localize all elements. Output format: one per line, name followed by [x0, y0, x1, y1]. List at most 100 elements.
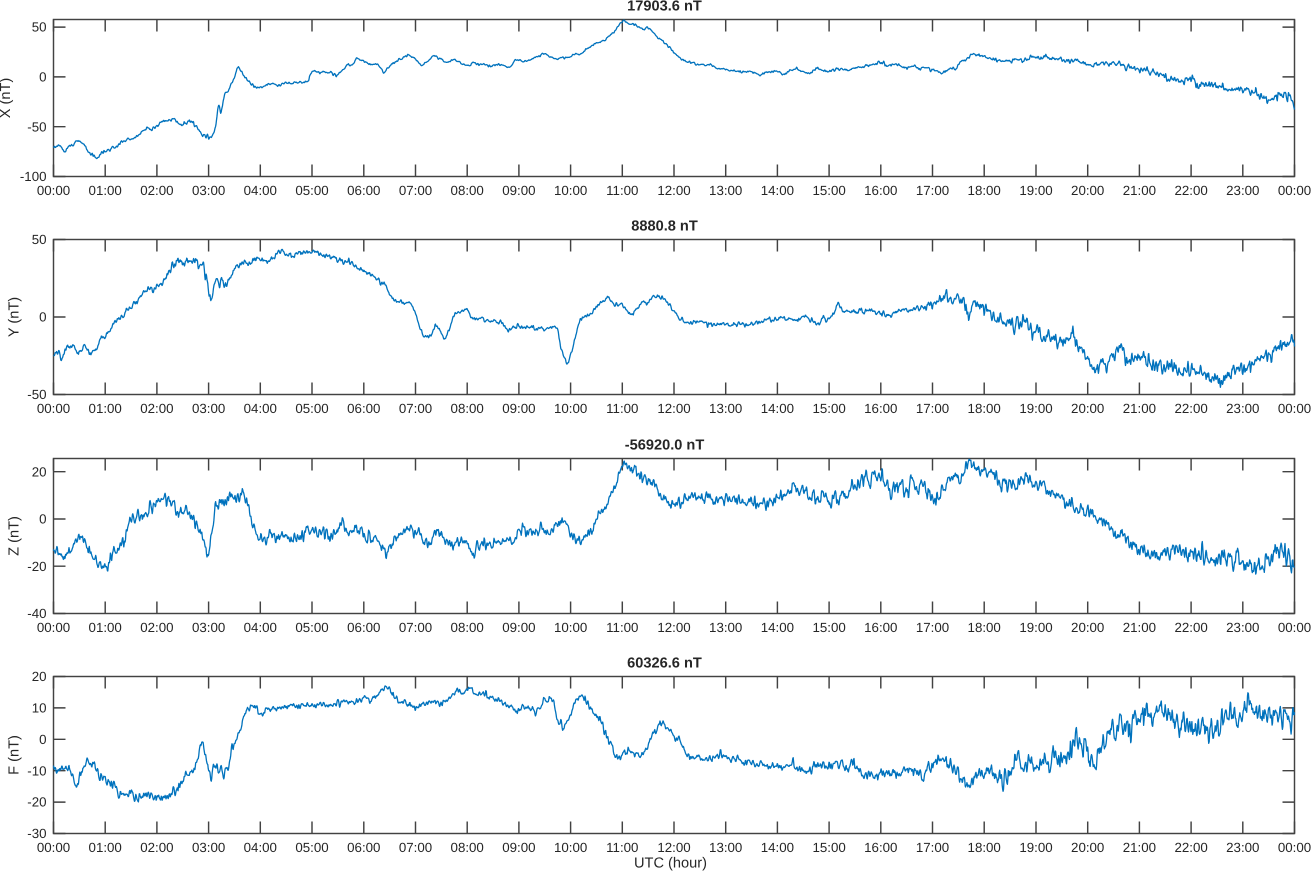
- svg-text:00:00: 00:00: [1278, 840, 1311, 855]
- svg-text:06:00: 06:00: [347, 401, 380, 416]
- svg-text:04:00: 04:00: [244, 620, 277, 635]
- svg-text:02:00: 02:00: [140, 401, 173, 416]
- svg-text:14:00: 14:00: [761, 183, 794, 198]
- svg-text:00:00: 00:00: [37, 620, 70, 635]
- svg-text:00:00: 00:00: [1278, 183, 1311, 198]
- svg-text:10:00: 10:00: [554, 401, 587, 416]
- svg-text:23:00: 23:00: [1226, 183, 1259, 198]
- svg-text:14:00: 14:00: [761, 840, 794, 855]
- svg-text:03:00: 03:00: [192, 401, 225, 416]
- svg-text:20:00: 20:00: [1071, 401, 1104, 416]
- svg-text:-50: -50: [27, 387, 46, 402]
- svg-text:11:00: 11:00: [606, 840, 638, 855]
- svg-text:16:00: 16:00: [864, 401, 897, 416]
- svg-text:20: 20: [32, 669, 47, 684]
- svg-text:17:00: 17:00: [916, 401, 949, 416]
- svg-text:22:00: 22:00: [1174, 401, 1207, 416]
- svg-text:20: 20: [32, 464, 47, 479]
- svg-text:01:00: 01:00: [89, 183, 122, 198]
- svg-text:0: 0: [39, 70, 46, 85]
- svg-text:UTC (hour): UTC (hour): [634, 856, 707, 872]
- svg-text:18:00: 18:00: [968, 620, 1001, 635]
- svg-text:0: 0: [39, 512, 46, 527]
- svg-text:11:00: 11:00: [606, 620, 638, 635]
- svg-text:13:00: 13:00: [709, 620, 742, 635]
- svg-text:17:00: 17:00: [916, 840, 949, 855]
- svg-text:18:00: 18:00: [968, 183, 1001, 198]
- svg-text:07:00: 07:00: [399, 401, 432, 416]
- svg-text:00:00: 00:00: [37, 183, 70, 198]
- svg-text:08:00: 08:00: [451, 183, 484, 198]
- svg-text:15:00: 15:00: [812, 840, 845, 855]
- svg-text:08:00: 08:00: [451, 401, 484, 416]
- svg-text:-40: -40: [27, 606, 46, 621]
- svg-text:-30: -30: [27, 826, 46, 841]
- svg-text:06:00: 06:00: [347, 840, 380, 855]
- svg-text:12:00: 12:00: [657, 183, 690, 198]
- svg-text:05:00: 05:00: [295, 840, 328, 855]
- svg-text:02:00: 02:00: [140, 183, 173, 198]
- svg-text:23:00: 23:00: [1226, 840, 1259, 855]
- svg-text:12:00: 12:00: [657, 401, 690, 416]
- svg-text:10:00: 10:00: [554, 840, 587, 855]
- svg-text:03:00: 03:00: [192, 840, 225, 855]
- svg-text:09:00: 09:00: [502, 840, 535, 855]
- svg-text:-20: -20: [27, 795, 46, 810]
- svg-text:06:00: 06:00: [347, 620, 380, 635]
- svg-text:19:00: 19:00: [1019, 183, 1052, 198]
- svg-text:16:00: 16:00: [864, 620, 897, 635]
- svg-text:13:00: 13:00: [709, 183, 742, 198]
- svg-text:22:00: 22:00: [1174, 620, 1207, 635]
- svg-text:16:00: 16:00: [864, 183, 897, 198]
- svg-text:10:00: 10:00: [554, 620, 587, 635]
- svg-text:19:00: 19:00: [1019, 840, 1052, 855]
- svg-text:X (nT): X (nT): [0, 78, 14, 119]
- svg-text:03:00: 03:00: [192, 620, 225, 635]
- svg-text:-100: -100: [20, 169, 47, 184]
- svg-text:10: 10: [32, 701, 47, 716]
- svg-text:17:00: 17:00: [916, 183, 949, 198]
- svg-text:06:00: 06:00: [347, 183, 380, 198]
- svg-text:19:00: 19:00: [1019, 401, 1052, 416]
- svg-text:50: 50: [32, 20, 47, 35]
- svg-text:50: 50: [32, 232, 47, 247]
- svg-text:16:00: 16:00: [864, 840, 897, 855]
- svg-text:Z (nT): Z (nT): [7, 516, 23, 556]
- svg-text:08:00: 08:00: [451, 620, 484, 635]
- svg-text:07:00: 07:00: [399, 620, 432, 635]
- svg-text:12:00: 12:00: [657, 620, 690, 635]
- svg-text:22:00: 22:00: [1174, 183, 1207, 198]
- svg-text:00:00: 00:00: [37, 840, 70, 855]
- svg-text:22:00: 22:00: [1174, 840, 1207, 855]
- svg-text:09:00: 09:00: [502, 183, 535, 198]
- svg-text:10:00: 10:00: [554, 183, 587, 198]
- svg-text:09:00: 09:00: [502, 401, 535, 416]
- svg-text:-56920.0 nT: -56920.0 nT: [625, 438, 705, 454]
- svg-text:11:00: 11:00: [606, 401, 638, 416]
- svg-text:07:00: 07:00: [399, 183, 432, 198]
- svg-text:21:00: 21:00: [1123, 401, 1156, 416]
- svg-text:0: 0: [39, 732, 46, 747]
- svg-text:19:00: 19:00: [1019, 620, 1052, 635]
- svg-text:01:00: 01:00: [89, 620, 122, 635]
- svg-text:F (nT): F (nT): [7, 735, 23, 775]
- svg-text:18:00: 18:00: [968, 840, 1001, 855]
- svg-text:15:00: 15:00: [812, 401, 845, 416]
- svg-text:17903.6 nT: 17903.6 nT: [627, 0, 702, 15]
- svg-text:60326.6 nT: 60326.6 nT: [627, 656, 702, 672]
- svg-text:-10: -10: [27, 763, 46, 778]
- svg-text:23:00: 23:00: [1226, 620, 1259, 635]
- svg-text:00:00: 00:00: [37, 401, 70, 416]
- svg-text:20:00: 20:00: [1071, 620, 1104, 635]
- svg-text:02:00: 02:00: [140, 620, 173, 635]
- svg-text:-50: -50: [27, 119, 46, 134]
- svg-text:13:00: 13:00: [709, 401, 742, 416]
- svg-text:04:00: 04:00: [244, 183, 277, 198]
- svg-text:07:00: 07:00: [399, 840, 432, 855]
- svg-text:8880.8 nT: 8880.8 nT: [631, 219, 698, 235]
- svg-text:21:00: 21:00: [1123, 183, 1156, 198]
- svg-text:01:00: 01:00: [89, 401, 122, 416]
- svg-text:-20: -20: [27, 559, 46, 574]
- svg-text:12:00: 12:00: [657, 840, 690, 855]
- svg-text:11:00: 11:00: [606, 183, 638, 198]
